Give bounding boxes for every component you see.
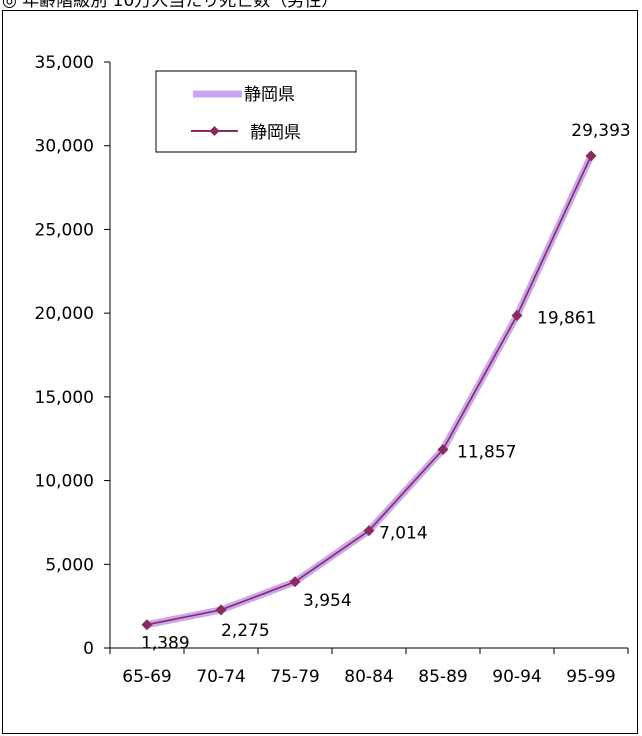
y-axis-ticks: 0 5,000 10,000 15,000 20,000 25,000 30,000 35,0… bbox=[35, 53, 110, 659]
legend-label-1: 静岡県 bbox=[244, 85, 295, 105]
data-label: 19,861 bbox=[537, 308, 596, 328]
legend-diamond-marker bbox=[209, 126, 220, 136]
x-tick-label: 80-84 bbox=[344, 667, 393, 687]
data-label: 7,014 bbox=[379, 524, 428, 544]
x-tick-label: 65-69 bbox=[122, 667, 171, 687]
data-point-marker bbox=[363, 525, 375, 537]
y-tick-label: 5,000 bbox=[45, 555, 94, 575]
y-tick-label: 10,000 bbox=[35, 472, 94, 492]
x-tick-label: 90-94 bbox=[492, 667, 541, 687]
y-tick-label: 0 bbox=[83, 639, 94, 659]
data-label: 11,857 bbox=[457, 442, 516, 462]
y-tick-label: 35,000 bbox=[35, 53, 94, 73]
data-point-marker bbox=[437, 443, 449, 455]
data-point-marker bbox=[289, 576, 301, 588]
data-label: 2,275 bbox=[221, 621, 270, 641]
series-layer bbox=[141, 150, 597, 631]
data-label: 1,389 bbox=[141, 634, 190, 654]
legend: 静岡県 静岡県 bbox=[155, 70, 357, 153]
data-point-marker bbox=[141, 619, 153, 631]
data-point-marker bbox=[215, 604, 227, 616]
legend-box bbox=[155, 70, 357, 153]
y-tick-label: 15,000 bbox=[35, 388, 94, 408]
x-tick-label: 75-79 bbox=[270, 667, 319, 687]
data-labels: 1,389 2,275 3,954 7,014 11,857 19,861 29,393 bbox=[141, 121, 631, 654]
x-tick-label: 85-89 bbox=[418, 667, 467, 687]
series-marker-line bbox=[146, 155, 592, 626]
x-tick-label: 70-74 bbox=[196, 667, 245, 687]
chart-frame bbox=[2, 10, 638, 734]
y-tick-label: 20,000 bbox=[35, 304, 94, 324]
data-point-marker bbox=[511, 309, 523, 321]
y-tick-label: 30,000 bbox=[35, 137, 94, 157]
x-tick-label: 95-99 bbox=[566, 667, 615, 687]
x-axis-ticks: 65-69 70-74 75-79 80-84 85-89 90-94 95-99 bbox=[109, 648, 629, 687]
legend-label-2: 静岡県 bbox=[250, 123, 301, 143]
data-label: 3,954 bbox=[303, 591, 352, 611]
chart-title: ◎ 年齢階級別 10万人当たり死亡数（男性） bbox=[2, 0, 339, 11]
data-label: 29,393 bbox=[571, 121, 630, 141]
series-thick-line bbox=[146, 154, 595, 629]
data-point-marker bbox=[585, 150, 597, 162]
y-tick-label: 25,000 bbox=[35, 220, 94, 240]
